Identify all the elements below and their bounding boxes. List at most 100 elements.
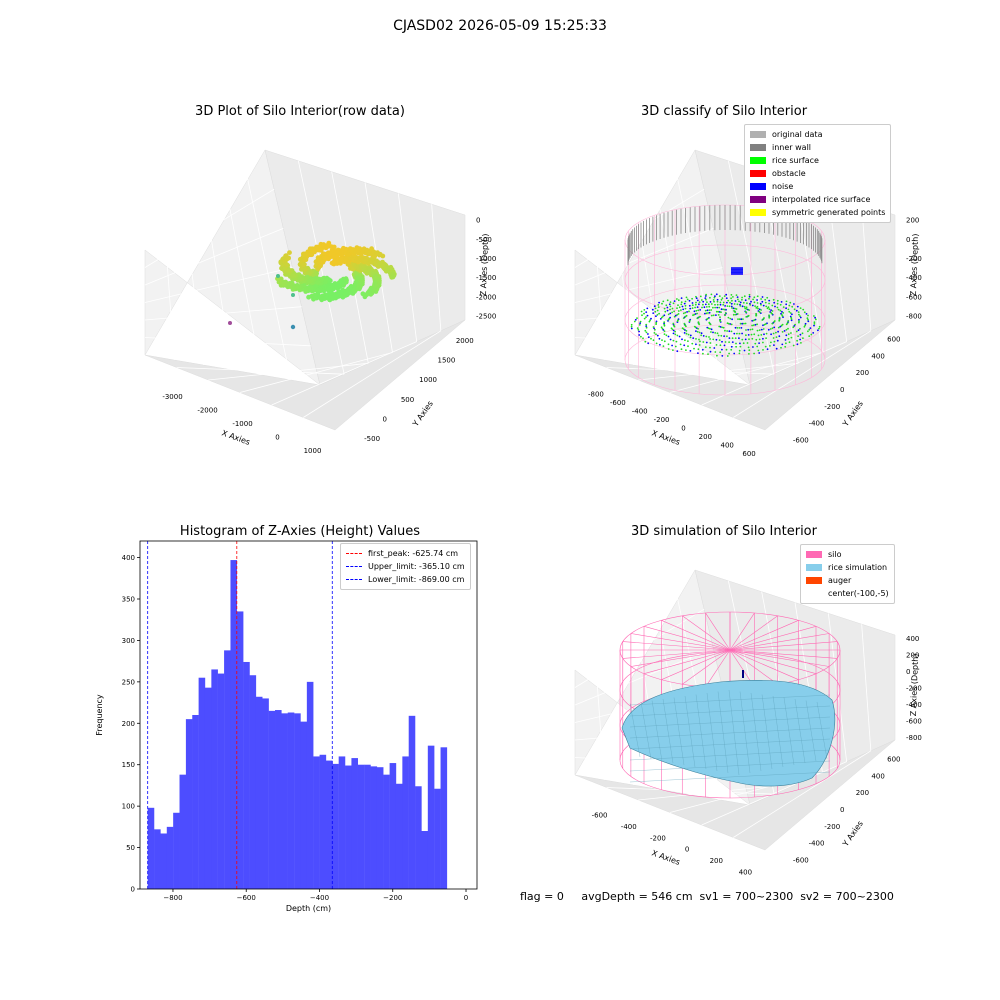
p2-rice-point: [754, 305, 756, 307]
p2-noise-point: [768, 299, 771, 302]
p2-noise-point: [752, 346, 754, 348]
p1-point: [284, 262, 289, 267]
p1-point: [302, 266, 308, 272]
p2-noise-point: [730, 305, 733, 308]
p2-noise-point: [731, 341, 734, 343]
p2-rice-point: [719, 319, 721, 322]
p2-noise-point: [733, 270, 735, 272]
p2-noise-point: [656, 334, 659, 337]
p2-rice-point: [792, 344, 795, 347]
p2-rice-point: [741, 298, 743, 301]
p2-noise-point: [797, 329, 800, 332]
p1-point: [309, 252, 315, 258]
p2-ztick: -800: [906, 312, 922, 320]
p2-rice-point: [751, 324, 753, 327]
histogram-bar: [408, 715, 416, 889]
p1-point: [298, 276, 303, 282]
p2-rice-point: [696, 330, 699, 333]
p2-rice-point: [721, 326, 723, 329]
p1-xtick: 0: [275, 434, 279, 442]
p2-rice-point: [730, 348, 733, 351]
p2-rice-point: [685, 332, 688, 335]
p4-ytick: 400: [871, 772, 884, 780]
p1-xtick: -3000: [162, 393, 182, 401]
p2-rice-point: [785, 300, 788, 303]
figure-title: CJASD02 2026-05-09 15:25:33: [393, 18, 607, 34]
p2-rice-point: [707, 327, 710, 330]
p2-rice-point: [815, 318, 817, 321]
panel3-title: Histogram of Z-Axies (Height) Values: [179, 524, 421, 539]
histogram-bar: [230, 560, 238, 889]
histogram-bar: [224, 650, 231, 889]
p2-rice-point: [735, 345, 737, 348]
p2-noise-point: [736, 296, 739, 298]
p2-noise-point: [780, 301, 783, 303]
p2-ytick: 600: [887, 335, 900, 343]
p2-rice-point: [704, 309, 707, 312]
p2-noise-point: [715, 338, 718, 341]
p1-ztick: -1500: [476, 274, 496, 282]
p2-rice-point: [730, 330, 733, 333]
p2-rice-point: [726, 330, 728, 332]
p3-ytick-label: 250: [122, 678, 135, 686]
p2-rice-point: [736, 332, 738, 335]
p1-ztick: 0: [476, 217, 480, 225]
p2-rice-point: [688, 310, 690, 313]
histogram-bar: [434, 788, 441, 889]
p2-rice-point: [677, 319, 679, 321]
p2-rice-point: [741, 338, 744, 341]
p2-noise-point: [781, 310, 783, 313]
p2-xtick: 200: [699, 433, 712, 441]
p2-rice-point: [639, 320, 642, 323]
p2-noise-point: [741, 332, 743, 335]
p2-rice-point: [807, 314, 809, 317]
histogram-bar: [249, 675, 257, 889]
p2-noise-point: [799, 338, 801, 341]
p2-noise-point: [723, 344, 726, 347]
p2-rice-point: [743, 295, 746, 298]
p2-noise-point: [729, 323, 732, 325]
p2-noise-point: [663, 314, 666, 317]
p2-rice-point: [748, 338, 750, 341]
p2-noise-point: [735, 270, 737, 272]
panel4-title: 3D simulation of Silo Interior: [631, 524, 817, 539]
p2-rice-point: [775, 331, 777, 334]
p3-ytick-label: 200: [122, 720, 135, 728]
p2-noise-point: [634, 318, 637, 321]
legend-line: [346, 566, 362, 567]
p2-rice-point: [713, 296, 716, 299]
p2-rice-point: [669, 301, 672, 303]
p2-rice-point: [705, 306, 708, 308]
p2-rice-point: [715, 344, 718, 346]
p2-noise-point: [744, 299, 747, 302]
p2-noise-point: [790, 319, 793, 322]
p2-rice-surface: [630, 293, 821, 357]
p2-rice-point: [761, 319, 764, 321]
p2-rice-point: [720, 311, 722, 314]
p2-rice-point: [709, 327, 711, 330]
p2-rice-point: [730, 297, 732, 300]
histogram-bar: [255, 696, 263, 889]
p2-noise-point: [741, 271, 743, 274]
histogram-bar: [306, 681, 314, 889]
p2-rice-point: [655, 321, 658, 324]
p2-rice-point: [737, 298, 739, 301]
p2-rice-point: [667, 348, 670, 350]
p4-ztick: -400: [906, 701, 922, 709]
p2-noise-point: [708, 311, 711, 314]
p2-noise-point: [735, 273, 737, 275]
p2-noise-point: [646, 307, 649, 310]
p1-point: [358, 251, 364, 257]
p2-rice-point: [749, 304, 752, 306]
p2-rice-point: [657, 304, 660, 306]
p2-rice-point: [718, 295, 721, 297]
p2-rice-point: [630, 323, 633, 326]
p1-point: [364, 270, 370, 276]
p2-rice-point: [655, 342, 658, 345]
p2-noise-point: [814, 316, 816, 319]
p2-rice-point: [787, 308, 790, 311]
p2-rice-point: [745, 334, 747, 337]
p2-rice-point: [742, 318, 744, 320]
legend-swatch: [750, 131, 766, 138]
legend-label: inner wall: [772, 143, 812, 152]
